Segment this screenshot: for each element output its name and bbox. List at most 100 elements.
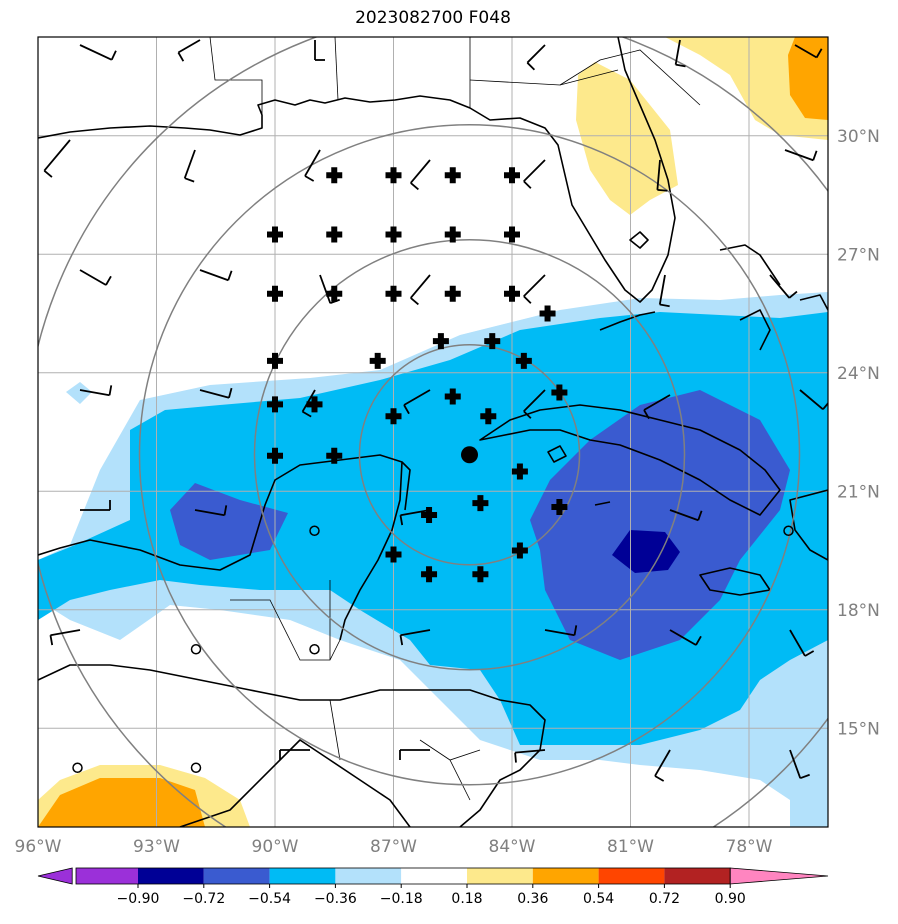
plus-marker — [267, 285, 283, 302]
wind-barb — [410, 159, 431, 184]
plus-marker — [421, 506, 438, 523]
lon-tick-label: 93°W — [133, 837, 180, 857]
cuba — [479, 404, 781, 516]
wind-barb — [654, 749, 671, 777]
range-ring — [253, 239, 686, 671]
colorbar-tick-label: 0.90 — [715, 891, 746, 907]
bahamas-3 — [799, 294, 828, 311]
plus-marker — [369, 352, 386, 369]
wind-barb-flag — [822, 401, 828, 410]
wind-barb — [199, 389, 230, 399]
range-ring — [358, 344, 581, 566]
wind-barb — [304, 149, 321, 177]
wind-barb — [523, 159, 546, 182]
wind-barb — [789, 629, 806, 657]
bahamas-2 — [739, 309, 771, 351]
lat-tick-label: 30°N — [837, 127, 880, 147]
wind-barb-flag — [815, 48, 823, 58]
plus-marker — [504, 226, 520, 243]
plus-marker — [511, 463, 528, 480]
wind-barb-flag — [654, 775, 665, 782]
wind-barb — [301, 389, 316, 413]
lat-tick-label: 27°N — [837, 245, 880, 265]
wind-barb — [79, 44, 113, 61]
plus-marker — [472, 566, 489, 583]
wind-barb — [799, 389, 824, 410]
wind-barb — [79, 389, 110, 397]
colorbar-tick-label: 0.72 — [649, 891, 680, 907]
wind-barb-flag — [523, 295, 532, 304]
wind-barb-flag — [302, 410, 312, 418]
wind-barbs — [43, 39, 828, 782]
wind-barb-flag — [695, 635, 702, 646]
colorbar-outline — [75, 867, 731, 885]
circle-marker — [783, 525, 794, 536]
wind-barb-flag — [523, 180, 532, 189]
wind-barb-flag — [399, 515, 404, 526]
contour-orange-sw — [38, 778, 205, 827]
wind-barb — [784, 149, 814, 162]
colorbar-tick-label: −0.36 — [314, 891, 357, 907]
wind-barb — [769, 274, 790, 299]
wind-barb — [794, 44, 818, 59]
central-america-coast — [38, 664, 546, 827]
plus-marker — [306, 396, 323, 413]
wind-barb-flag — [526, 62, 536, 71]
plus-marker — [444, 167, 461, 184]
colorbar-tick-label: 0.18 — [451, 891, 482, 907]
contour-dark-blue-west — [170, 483, 288, 560]
border-nicaragua — [449, 759, 471, 801]
wind-barb-flag — [105, 275, 112, 286]
colorbar-extend-high — [729, 867, 829, 885]
plus-marker — [267, 226, 283, 243]
contour-navy — [612, 530, 680, 573]
markers — [72, 167, 794, 773]
wind-barb — [410, 274, 431, 299]
plus-marker — [444, 226, 461, 243]
lon-tick-label: 90°W — [252, 837, 299, 857]
cayman — [594, 501, 611, 506]
wind-barb — [400, 629, 431, 637]
plus-marker — [385, 408, 402, 425]
plus-marker — [267, 352, 283, 369]
range-ring — [138, 124, 801, 786]
colorbar-segment — [598, 868, 665, 884]
plus-marker — [515, 352, 532, 369]
hispaniola — [789, 489, 828, 561]
colorbar-segment — [138, 868, 204, 884]
wind-barb — [79, 269, 107, 286]
wind-barb — [658, 274, 666, 305]
wind-barb-flag — [523, 410, 532, 419]
contour-yellow-fl — [576, 62, 678, 215]
colorbar-tick-label: 0.36 — [517, 891, 548, 907]
circle-marker — [190, 762, 202, 773]
border-us-states-1 — [209, 37, 263, 115]
wind-barb-flag — [223, 505, 228, 516]
plus-marker — [539, 305, 556, 322]
plus-marker — [385, 226, 402, 243]
lat-tick-label: 24°N — [837, 364, 880, 384]
wind-barb — [523, 274, 546, 297]
colorbar-segment — [467, 868, 533, 884]
wind-barb-flag — [659, 303, 670, 308]
wind-barb — [400, 509, 431, 517]
wind-barb-flag — [804, 650, 815, 657]
border-ga-sc — [559, 49, 701, 106]
lat-tick-label: 15°N — [837, 719, 880, 739]
colorbar-segment — [203, 868, 270, 884]
wind-barb — [656, 159, 661, 190]
florida-keys — [599, 311, 656, 331]
wind-barb-flag — [812, 150, 818, 161]
contour-yellow-ne — [665, 37, 828, 140]
wind-barb-flag — [108, 385, 113, 396]
colorbar-extend-low — [37, 867, 73, 885]
plus-marker — [326, 285, 343, 302]
wind-barb-flag — [184, 177, 195, 183]
wind-barb — [199, 269, 229, 282]
plus-marker — [444, 285, 461, 302]
range-rings — [38, 37, 828, 827]
plus-marker — [326, 226, 343, 243]
contour-dark-blue — [530, 390, 790, 660]
colorbar-segment — [664, 868, 731, 884]
colorbar-tick-label: −0.18 — [380, 891, 423, 907]
